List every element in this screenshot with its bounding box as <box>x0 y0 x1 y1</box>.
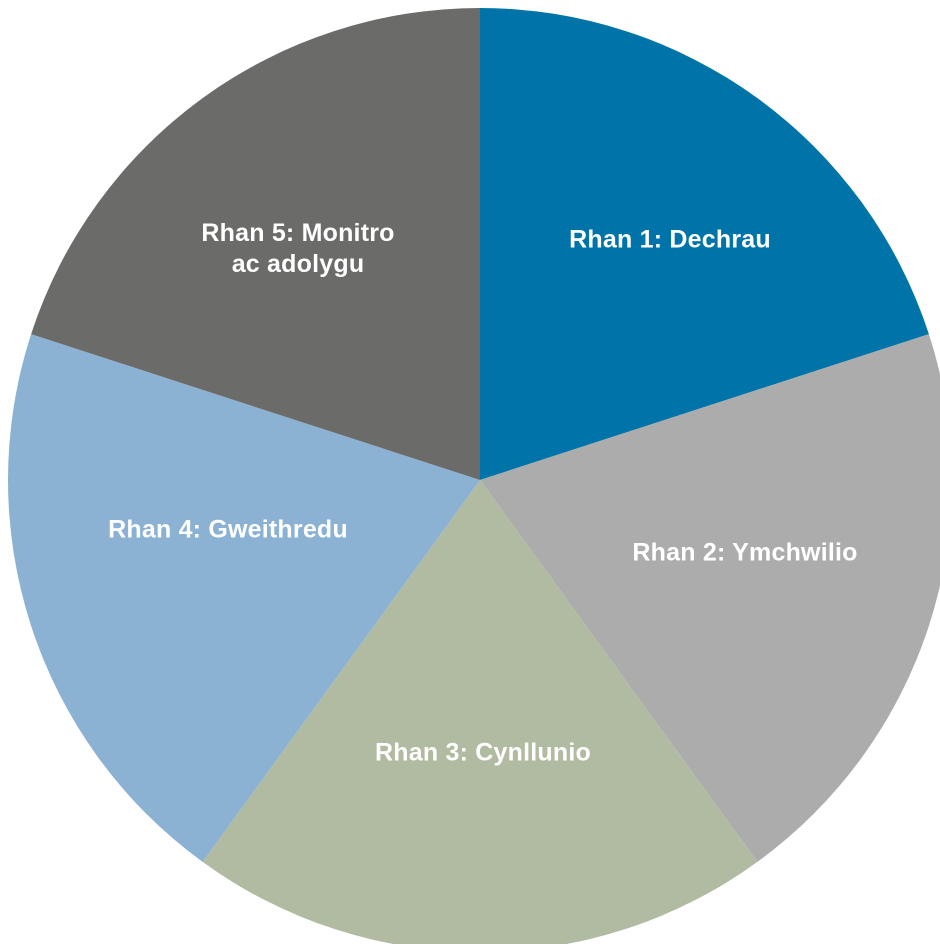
segment-label-rhan-1: Rhan 1: Dechrau <box>569 225 771 254</box>
segment-rhan-2 <box>480 334 940 862</box>
segment-rhan-5 <box>31 8 480 480</box>
segment-label-rhan-4: Rhan 4: Gweithredu <box>108 515 348 544</box>
segment-rhan-4 <box>7 334 481 862</box>
segment-rhan-1 <box>480 8 929 480</box>
segment-label-rhan-5: Rhan 5: Monitro ac adolygu <box>201 219 395 278</box>
segment-label-rhan-2: Rhan 2: Ymchwilio <box>632 538 858 567</box>
segment-rhan-3 <box>202 480 758 944</box>
segment-label-rhan-3: Rhan 3: Cynllunio <box>375 738 591 767</box>
